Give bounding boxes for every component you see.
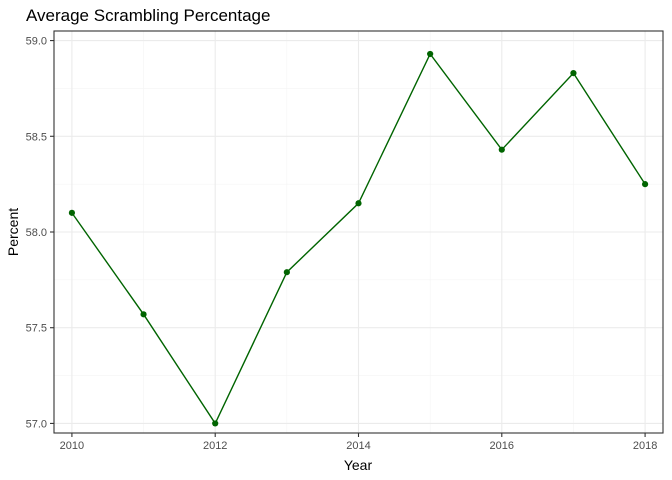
y-tick-label: 58.5 [26, 131, 47, 143]
data-point [212, 420, 219, 427]
x-tick-label: 2014 [346, 440, 370, 452]
x-tick-label: 2018 [633, 440, 657, 452]
y-tick-label: 58.0 [26, 227, 47, 239]
grid [54, 31, 663, 433]
data-point [427, 50, 434, 58]
data-point [68, 209, 76, 216]
y-tick-label: 57.5 [26, 323, 47, 335]
data-point [355, 200, 362, 207]
data-point [570, 70, 577, 77]
chart-title: Average Scrambling Percentage [26, 6, 270, 25]
data-point [140, 311, 147, 318]
data-point [641, 181, 649, 188]
data-point [283, 269, 290, 276]
x-tick-label: 2010 [60, 440, 84, 452]
x-tick-label: 2016 [490, 440, 514, 452]
x-axis-title: Year [344, 457, 373, 473]
series-layer [68, 50, 649, 427]
y-tick-label: 59.0 [26, 36, 47, 48]
data-point [498, 146, 505, 153]
axes: 2010 2012 2014 2016 2018 57.0 57.5 58.0 58.5 59.0 [26, 36, 658, 452]
x-tick-label: 2012 [203, 440, 227, 452]
y-tick-label: 57.0 [26, 418, 47, 430]
y-axis-title: Percent [5, 208, 21, 256]
